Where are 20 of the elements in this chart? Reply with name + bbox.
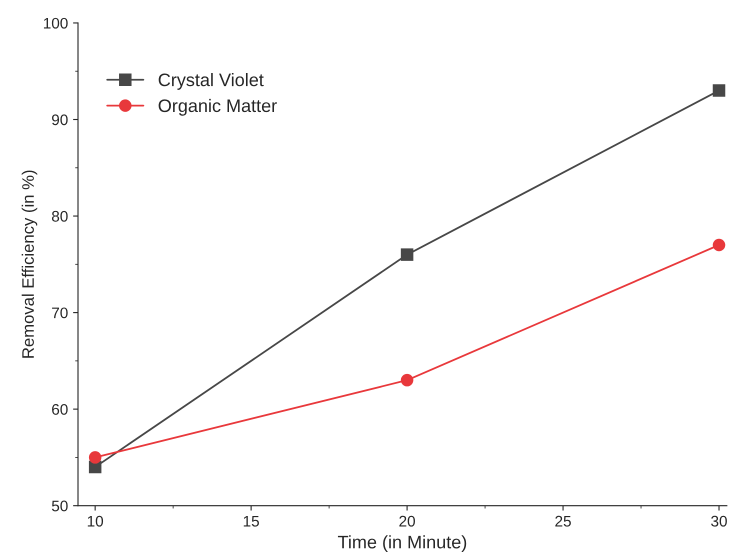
x-tick-label: 10	[88, 516, 104, 527]
x-tick-label: 25	[555, 516, 571, 527]
point	[712, 84, 726, 97]
y-tick-label: 70	[52, 307, 68, 318]
x-tick-label: 15	[244, 516, 259, 527]
legend-label: Organic Matter	[158, 98, 277, 116]
y-axis-title: Removal Efficiency (in %)	[22, 170, 38, 358]
x-tick-label: 20	[399, 516, 415, 527]
legend-label: Crystal Violet	[158, 73, 264, 90]
point	[712, 238, 726, 252]
y-tick-label: 80	[52, 210, 68, 222]
x-axis-title: Time (in Minute)	[338, 535, 466, 552]
point	[400, 374, 414, 386]
y-tick-label: 100	[44, 18, 68, 29]
point	[400, 248, 414, 261]
point	[88, 451, 102, 464]
y-tick-label: 50	[52, 500, 68, 512]
y-tick-label: 60	[52, 404, 68, 415]
x-tick-label: 30	[711, 516, 727, 527]
y-tick-label: 90	[52, 114, 68, 126]
